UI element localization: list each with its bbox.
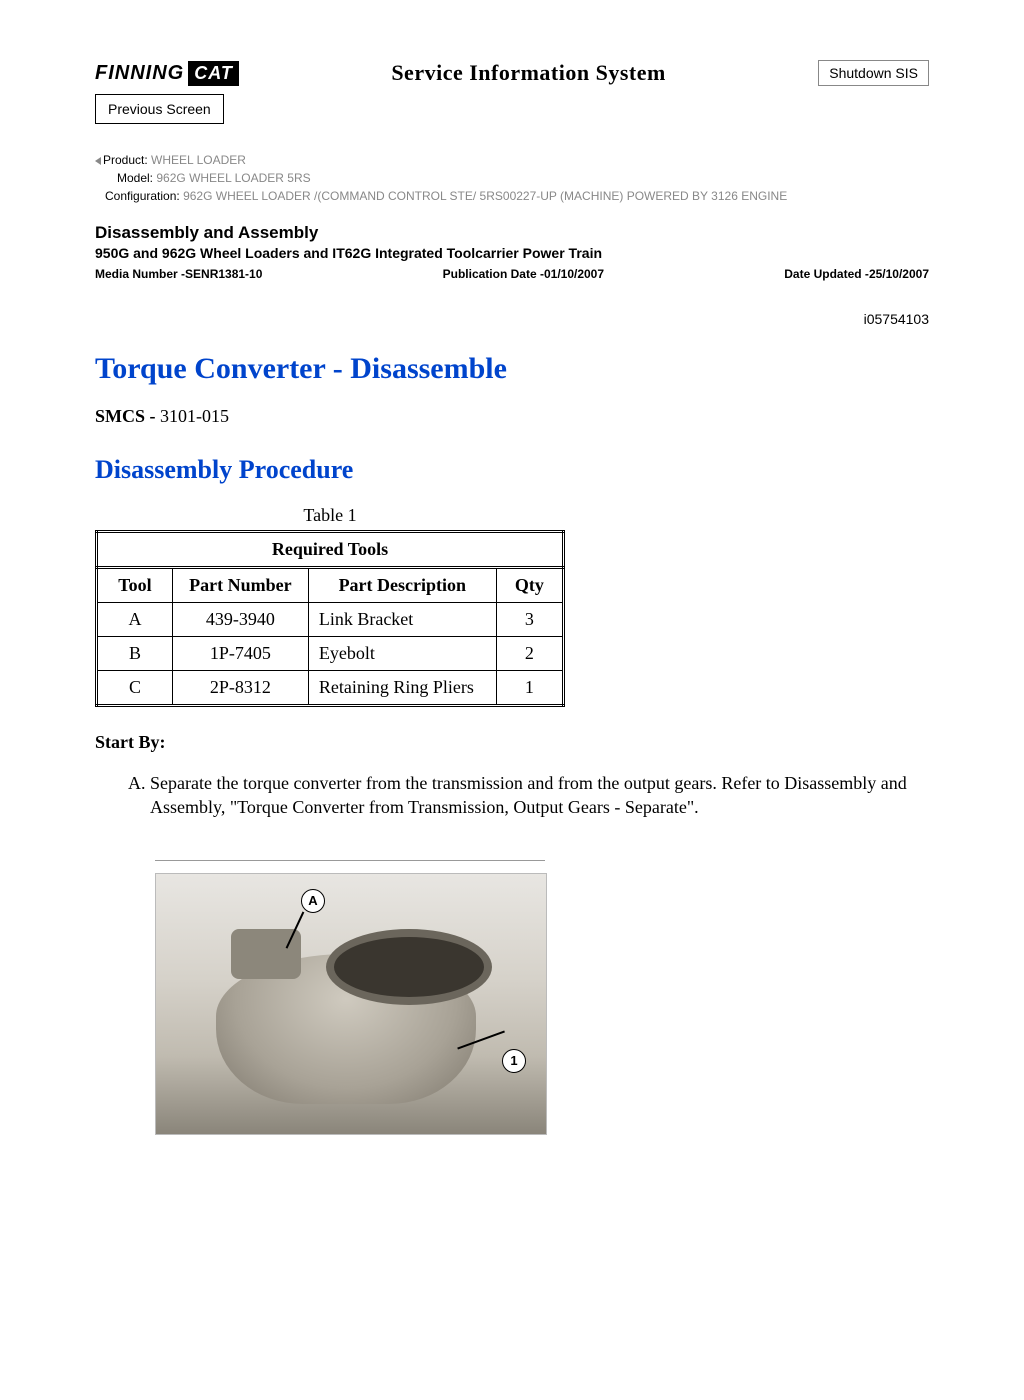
system-title: Service Information System bbox=[391, 60, 666, 86]
table-caption: Table 1 bbox=[95, 505, 565, 526]
page-title: Torque Converter - Disassemble bbox=[95, 352, 929, 386]
previous-screen-button[interactable]: Previous Screen bbox=[96, 95, 223, 123]
table-row: B 1P-7405 Eyebolt 2 bbox=[97, 637, 564, 671]
figure: A 1 bbox=[155, 860, 545, 1135]
callout-1: 1 bbox=[502, 1049, 526, 1073]
model-label: Model: bbox=[117, 171, 153, 185]
callout-a: A bbox=[301, 889, 325, 913]
table-row: C 2P-8312 Retaining Ring Pliers 1 bbox=[97, 671, 564, 706]
back-arrow-icon[interactable] bbox=[95, 157, 101, 165]
list-item: Separate the torque converter from the t… bbox=[150, 771, 929, 820]
publication-date: Publication Date -01/10/2007 bbox=[443, 267, 604, 281]
smcs-code: SMCS - 3101-015 bbox=[95, 406, 929, 427]
date-updated: Date Updated -25/10/2007 bbox=[784, 267, 929, 281]
col-part: Part Number bbox=[172, 568, 308, 603]
model-value: 962G WHEEL LOADER 5RS bbox=[156, 171, 310, 185]
table-title: Required Tools bbox=[97, 532, 564, 568]
figure-image: A 1 bbox=[155, 873, 547, 1135]
config-value: 962G WHEEL LOADER /(COMMAND CONTROL STE/… bbox=[183, 189, 787, 203]
start-by-list: Separate the torque converter from the t… bbox=[95, 771, 929, 820]
start-by-label: Start By: bbox=[95, 732, 929, 753]
product-value: WHEEL LOADER bbox=[151, 153, 246, 167]
figure-divider bbox=[155, 860, 545, 861]
document-id: i05754103 bbox=[95, 311, 929, 327]
logo-cat-badge: CAT bbox=[188, 61, 239, 86]
table-row: A 439-3940 Link Bracket 3 bbox=[97, 603, 564, 637]
shutdown-sis-button[interactable]: Shutdown SIS bbox=[818, 60, 929, 86]
product-label: Product: bbox=[103, 153, 148, 167]
required-tools-table: Required Tools Tool Part Number Part Des… bbox=[95, 530, 565, 707]
config-label: Configuration: bbox=[105, 189, 180, 203]
col-tool: Tool bbox=[97, 568, 173, 603]
logo-finning-text: FINNING bbox=[95, 62, 184, 85]
sub-title: 950G and 962G Wheel Loaders and IT62G In… bbox=[95, 245, 929, 261]
publication-row: Media Number -SENR1381-10 Publication Da… bbox=[95, 267, 929, 281]
procedure-heading: Disassembly Procedure bbox=[95, 455, 929, 485]
col-desc: Part Description bbox=[308, 568, 496, 603]
col-qty: Qty bbox=[496, 568, 563, 603]
logo: FINNING CAT bbox=[95, 61, 239, 86]
previous-screen-wrap: Previous Screen bbox=[95, 94, 224, 124]
section-title: Disassembly and Assembly bbox=[95, 223, 929, 243]
media-number: Media Number -SENR1381-10 bbox=[95, 267, 262, 281]
product-meta: Product: WHEEL LOADER Model: 962G WHEEL … bbox=[95, 153, 929, 203]
